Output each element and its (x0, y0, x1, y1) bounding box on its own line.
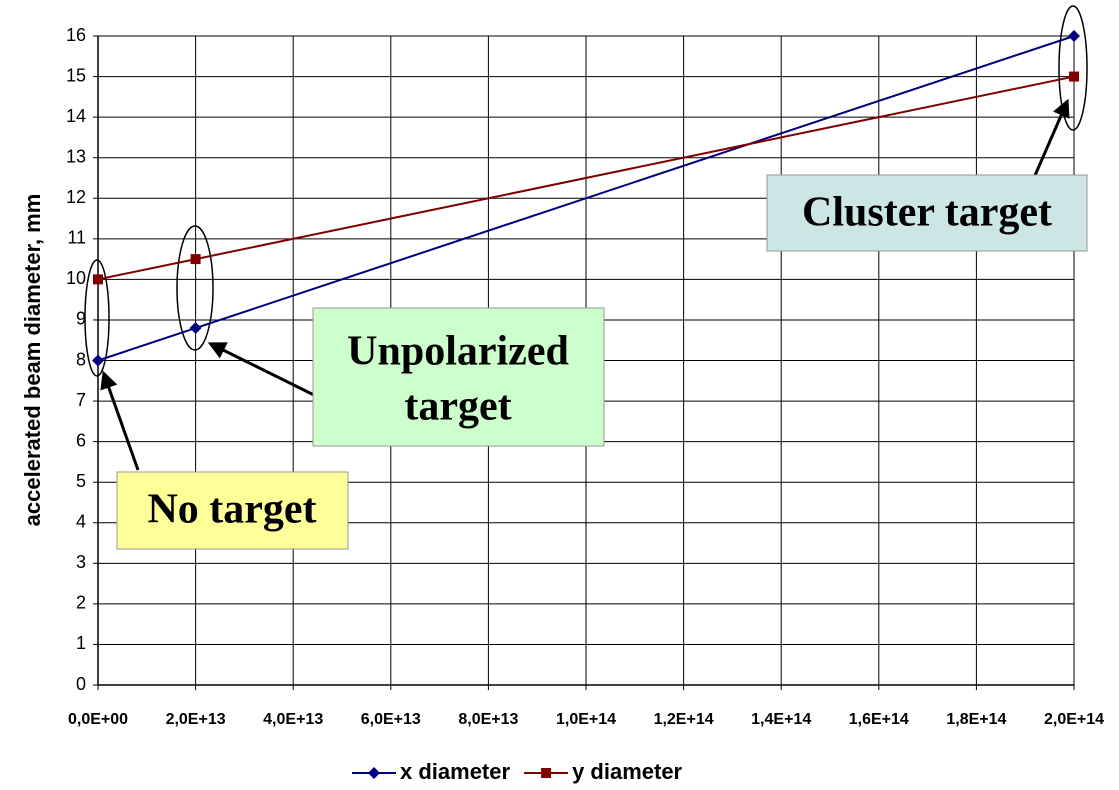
y-tick-label: 5 (76, 471, 86, 491)
x-tick-label: 2,0E+14 (1044, 711, 1104, 728)
y-tick-label: 14 (66, 106, 86, 126)
annotation-box (116, 471, 349, 550)
x-tick-label: 8,0E+13 (458, 711, 518, 728)
data-point (190, 254, 201, 265)
x-tick-label: 2,0E+13 (166, 711, 226, 728)
data-point (189, 322, 202, 335)
ellipse (84, 259, 110, 377)
y-tick-label: 15 (66, 65, 86, 85)
annotation: Unpolarized (347, 329, 569, 375)
y-tick-label: 1 (76, 633, 86, 653)
y-tick-label: 16 (66, 25, 86, 45)
data-point (93, 274, 103, 285)
y-tick-label: 0 (76, 674, 86, 694)
x-tick-label: 4,0E+13 (263, 711, 323, 728)
y-tick-label: 3 (76, 552, 86, 572)
y-tick-label: 13 (66, 146, 86, 166)
x-tick-label: 1,0E+14 (556, 711, 616, 728)
y-tick-label: 6 (76, 430, 86, 450)
legend-label: x diameter (400, 759, 510, 784)
ellipse (1058, 5, 1088, 131)
data-point (92, 354, 104, 367)
y-tick-label: 11 (67, 228, 86, 248)
legend-label: y diameter (572, 759, 682, 784)
x-tick-label: 1,2E+14 (654, 711, 714, 728)
annotation: Cluster target (802, 190, 1052, 236)
x-tick-label: 1,4E+14 (751, 711, 811, 728)
y-tick-label: 8 (76, 349, 86, 369)
y-tick-label: 2 (76, 593, 86, 613)
arrow (1031, 98, 1070, 181)
y-axis-label: accelerated beam diameter, mm (20, 194, 45, 527)
legend-marker (541, 768, 552, 778)
y-tick-label: 9 (76, 309, 86, 329)
arrow (100, 370, 140, 471)
x-tick-label: 1,8E+14 (946, 711, 1006, 728)
annotation: No target (147, 487, 316, 533)
ellipse (176, 225, 214, 351)
annotation-box (312, 307, 605, 447)
x-tick-label: 0,0E+00 (68, 711, 128, 728)
y-tick-label: 4 (76, 512, 86, 532)
annotation-box (766, 174, 1088, 252)
y-tick-label: 12 (66, 187, 86, 207)
annotation: target (404, 384, 511, 430)
arrow (207, 342, 321, 400)
legend-marker (368, 767, 380, 779)
y-tick-label: 7 (76, 390, 86, 410)
x-tick-label: 1,6E+14 (849, 711, 909, 728)
x-tick-label: 6,0E+13 (361, 711, 421, 728)
data-point (1068, 30, 1080, 42)
y-tick-label: 10 (66, 268, 86, 288)
data-point (1069, 71, 1079, 82)
